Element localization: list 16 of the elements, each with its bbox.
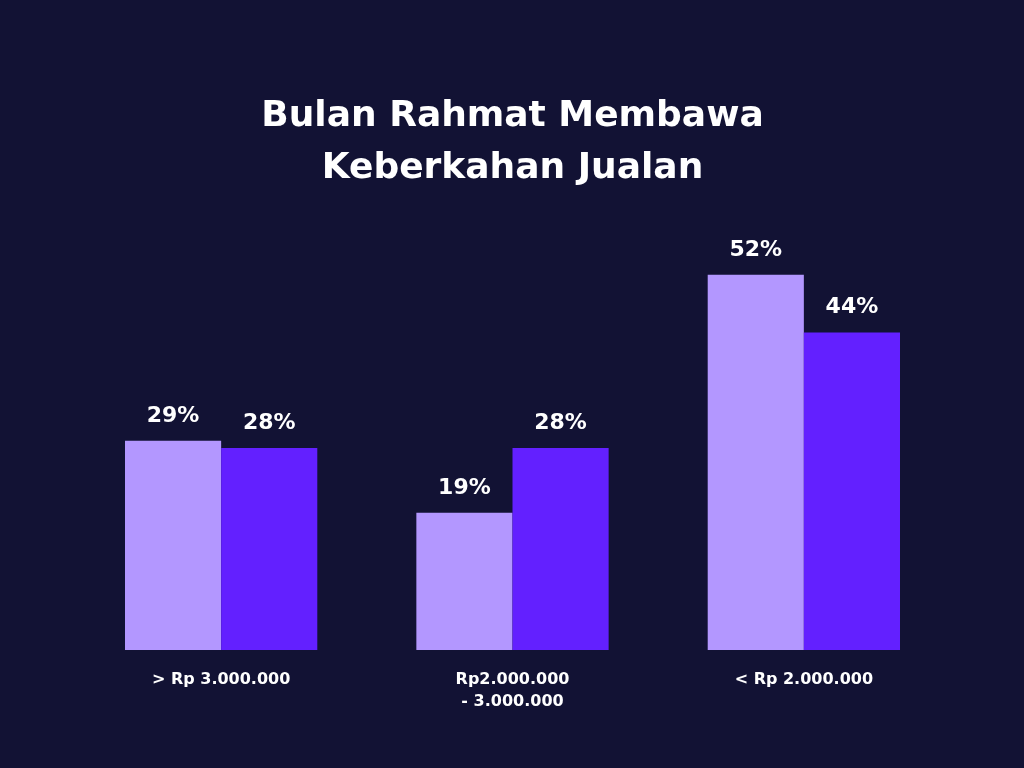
x-tick-label: > Rp 3.000.000	[151, 668, 291, 688]
bar	[512, 447, 609, 650]
bar	[125, 440, 222, 650]
chart-title: Bulan Rahmat Membawa Keberkahan Jualan	[261, 92, 764, 186]
data-label: 28%	[242, 408, 296, 434]
data-label: 19%	[438, 473, 491, 499]
data-label: 28%	[534, 408, 587, 434]
bar	[221, 447, 318, 650]
x-tick-label: Rp2.000.000 - 3.000.000	[455, 668, 570, 710]
x-tick-label: < Rp 2.000.000	[734, 668, 874, 688]
data-label: 44%	[825, 293, 879, 319]
bar	[803, 332, 900, 650]
data-label: 29%	[146, 401, 200, 427]
bar	[707, 274, 804, 650]
bar	[416, 512, 513, 650]
data-label: 52%	[729, 235, 783, 261]
